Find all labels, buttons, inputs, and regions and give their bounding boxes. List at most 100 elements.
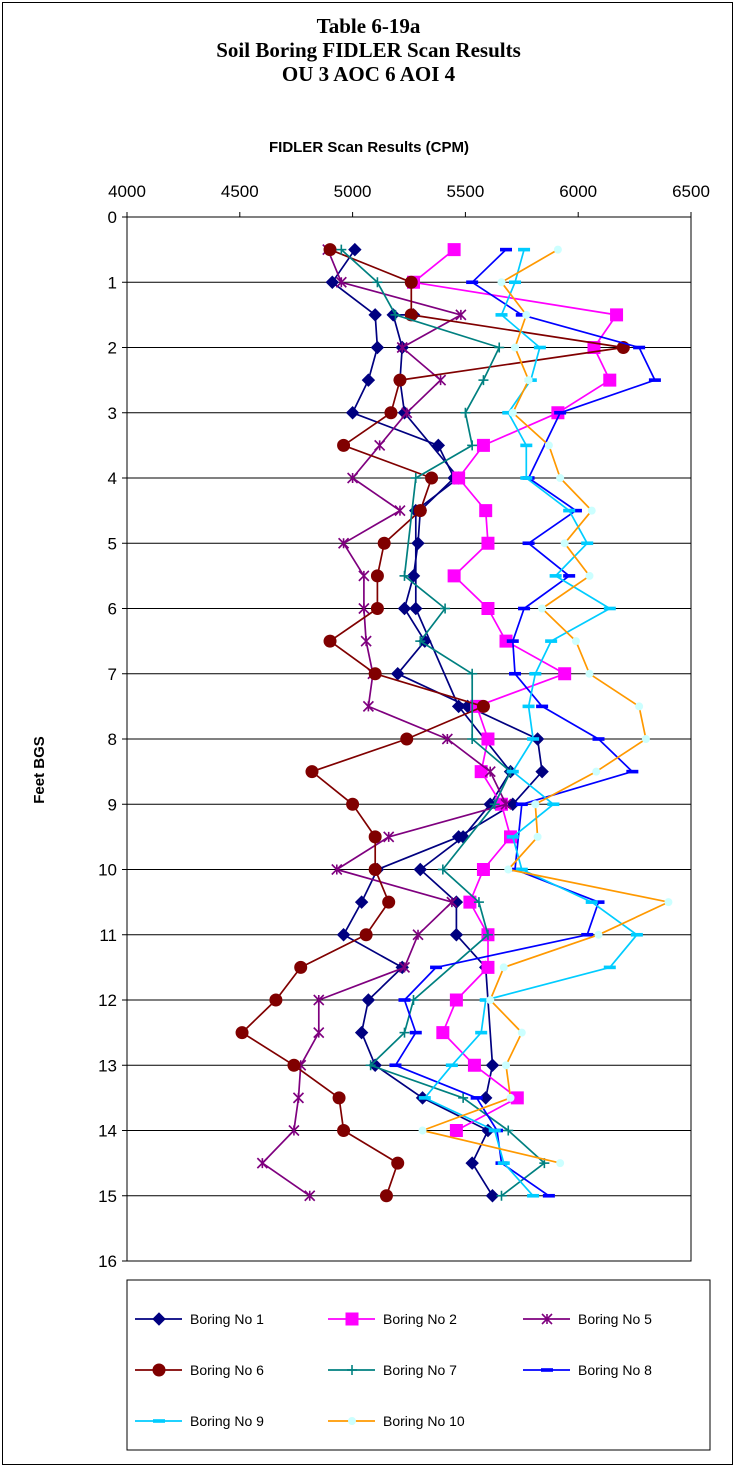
series-line-2 <box>392 314 512 1099</box>
data-point-9-20 <box>504 865 513 874</box>
y-tick-label-13: 13 <box>98 1056 117 1075</box>
series-9 <box>418 245 673 1168</box>
data-point-7-4 <box>633 345 646 350</box>
y-tick-label-8: 8 <box>108 730 117 749</box>
x-tick-label-4000: 4000 <box>108 182 146 201</box>
data-point-8-11 <box>549 574 562 578</box>
data-point-1-25 <box>354 1025 369 1040</box>
data-point-9-8 <box>556 474 565 482</box>
data-point-8-4 <box>533 345 546 350</box>
y-tick-label-3: 3 <box>108 404 117 423</box>
data-point-4-10 <box>338 537 350 549</box>
data-point-5-26 <box>287 1058 301 1072</box>
data-point-4-5 <box>435 374 447 386</box>
data-point-9-3 <box>522 310 531 319</box>
data-point-1-7 <box>431 438 446 453</box>
data-point-9-2 <box>497 278 506 287</box>
series-line-5 <box>241 248 625 1197</box>
data-point-4-29 <box>256 1157 268 1169</box>
data-point-4-27 <box>292 1092 305 1104</box>
data-point-4-25 <box>313 1027 325 1039</box>
data-point-4-4 <box>396 341 408 354</box>
y-tick-label-15: 15 <box>98 1187 117 1206</box>
series-line-7 <box>394 248 656 1197</box>
y-tick-label-5: 5 <box>108 534 117 553</box>
legend-swatch-marker <box>152 1312 166 1326</box>
data-point-4-22 <box>412 929 424 941</box>
data-point-8-18 <box>547 802 560 807</box>
data-point-6-6 <box>460 407 471 418</box>
data-point-6-8 <box>410 473 421 483</box>
data-point-1-21 <box>354 895 369 909</box>
data-point-7-13 <box>509 671 522 676</box>
y-tick-label-7: 7 <box>108 665 117 684</box>
data-point-7-17 <box>515 802 528 807</box>
data-point-2-8 <box>409 601 423 616</box>
data-point-3-23 <box>481 960 495 974</box>
data-point-8-2 <box>509 280 522 285</box>
data-point-7-23 <box>409 1030 422 1035</box>
data-point-6-15 <box>489 799 500 810</box>
data-point-8-9 <box>563 508 576 513</box>
data-point-8-22 <box>630 932 643 937</box>
data-point-7-3 <box>515 313 528 317</box>
data-point-7-1 <box>500 247 513 252</box>
data-point-1-5 <box>361 373 376 387</box>
data-point-8-17 <box>506 769 519 774</box>
series-1 <box>325 242 549 1203</box>
data-point-9-9 <box>587 506 596 515</box>
data-point-3-3 <box>610 308 624 322</box>
data-point-5-11 <box>370 569 384 583</box>
data-point-9-18 <box>531 800 540 809</box>
data-point-1-4 <box>370 340 385 355</box>
x-tick-label-5500: 5500 <box>446 182 484 201</box>
data-point-8-23 <box>603 965 616 970</box>
data-point-7-2 <box>466 280 479 285</box>
data-point-4-28 <box>288 1124 300 1137</box>
data-point-7-12 <box>506 639 519 643</box>
data-point-3-14 <box>558 667 572 681</box>
data-point-5-30 <box>379 1189 393 1203</box>
data-point-7-11 <box>518 606 531 611</box>
title-line-3: OU 3 AOC 6 AOI 4 <box>281 62 456 86</box>
data-point-5-20 <box>368 863 382 876</box>
data-point-7-9 <box>522 541 535 546</box>
data-point-3-25 <box>436 1026 450 1040</box>
data-point-8-19 <box>506 835 519 839</box>
data-point-6-13 <box>467 734 478 744</box>
y-tick-label-9: 9 <box>108 795 117 814</box>
data-point-9-15 <box>635 702 644 711</box>
legend-label: Boring No 10 <box>383 1413 465 1429</box>
data-point-8-13 <box>545 639 558 643</box>
series-3 <box>407 243 624 1137</box>
data-point-8-6 <box>502 410 515 415</box>
chart-title: Table 6-19a Soil Boring FIDLER Scan Resu… <box>0 14 737 86</box>
plot-area-border <box>126 216 692 1262</box>
legend-item-1: Boring No 1 <box>135 1311 264 1327</box>
data-point-1-2 <box>325 275 340 289</box>
legend-swatch-marker <box>152 1363 166 1377</box>
x-tick-label-6000: 6000 <box>559 182 597 201</box>
data-point-4-18 <box>500 798 512 810</box>
data-point-5-16 <box>400 732 414 746</box>
data-point-3-5 <box>603 373 617 387</box>
data-point-9-6 <box>508 408 517 417</box>
legend-box <box>126 1279 711 1451</box>
data-point-8-28 <box>488 1128 501 1133</box>
data-point-6-22 <box>458 1092 469 1103</box>
data-point-8-1 <box>518 247 531 252</box>
series-8 <box>418 247 643 1198</box>
data-point-5-12 <box>370 602 384 615</box>
y-tick-label-14: 14 <box>98 1122 117 1141</box>
data-point-8-24 <box>479 998 492 1002</box>
data-point-6-5 <box>478 375 489 386</box>
legend-label: Boring No 5 <box>578 1311 652 1327</box>
data-point-5-6 <box>384 406 398 420</box>
data-point-7-5 <box>648 378 661 382</box>
data-point-5-15 <box>476 699 490 713</box>
legend-item-5: Boring No 7 <box>328 1362 457 1378</box>
data-point-3-12 <box>481 602 495 615</box>
series-4 <box>256 244 512 1202</box>
